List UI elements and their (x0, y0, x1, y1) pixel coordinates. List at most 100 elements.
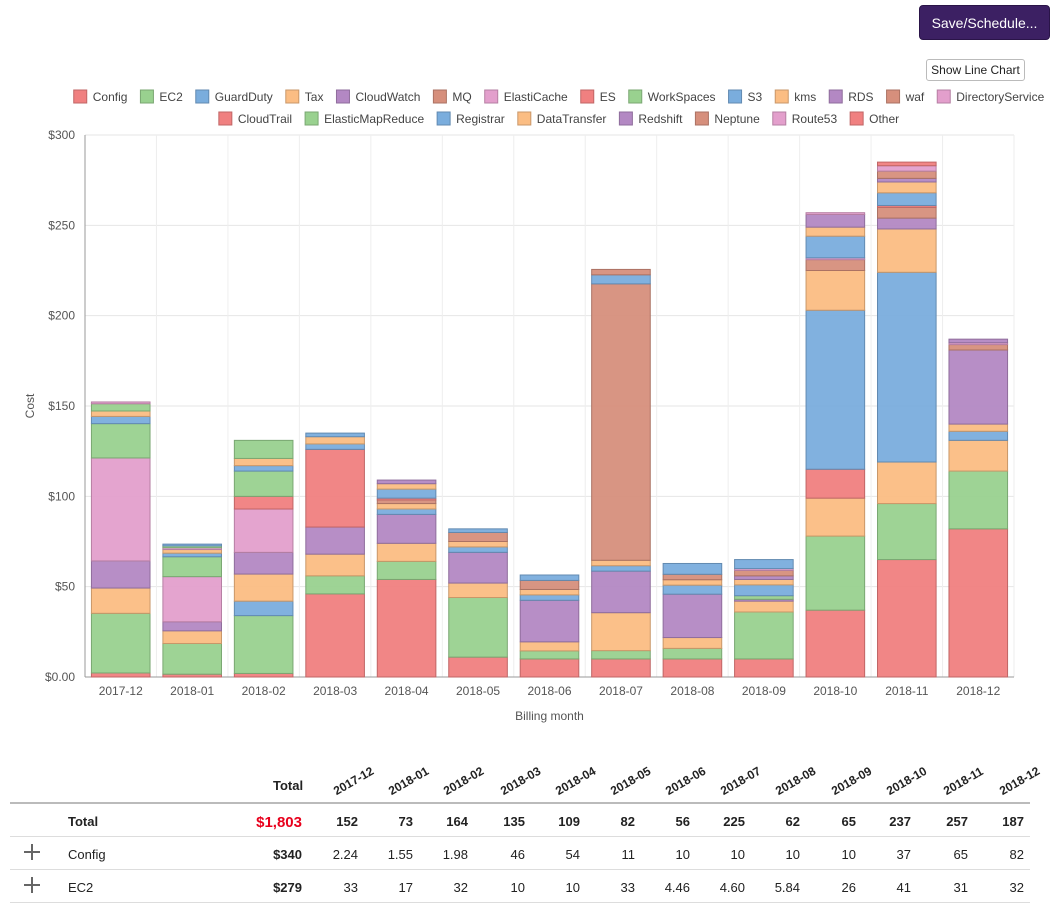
bar-segment-config-2017-12 (90, 672, 151, 678)
row-total: $279 (273, 880, 302, 895)
bar-segment-config-2018-09 (734, 658, 794, 678)
bar-segment-tax-2018-01 (162, 630, 222, 644)
legend-label-kms[interactable]: kms (794, 90, 816, 104)
legend-label-elasticmapreduce[interactable]: ElasticMapReduce (324, 112, 424, 126)
table-cell: 10 (675, 847, 690, 862)
bar-segment-workspaces-2018-01 (162, 556, 222, 578)
month-column-header: 2018-09 (829, 763, 875, 798)
legend-label-rds[interactable]: RDS (848, 90, 873, 104)
month-column-header: 2018-04 (553, 763, 599, 798)
bar-segment-registrar-2018-11 (877, 192, 937, 206)
bar-segment-tax-2018-02 (233, 573, 294, 602)
bar-segment-ec2-2018-12 (948, 470, 1009, 530)
legend-label-route53[interactable]: Route53 (792, 112, 838, 126)
bar-segment-cloudwatch-2018-07 (591, 570, 651, 614)
bar-segment-es-2018-02 (233, 495, 294, 510)
bar-segment-elasticache-2017-12 (90, 457, 151, 562)
table-cell: 109 (558, 814, 580, 829)
bar-segment-config-2018-05 (448, 656, 508, 678)
bar-segment-kms-2018-09 (734, 578, 794, 586)
bar-segment-cloudwatch-2018-08 (662, 593, 723, 639)
bar-segment-kms-2018-04 (376, 503, 437, 510)
row-name: Config (68, 847, 106, 862)
legend-label-waf[interactable]: waf (905, 90, 925, 104)
bar-segment-config-2018-12 (948, 528, 1009, 678)
bar-segment-registrar-2018-03 (305, 432, 365, 438)
x-tick-label: 2018-11 (885, 684, 928, 698)
legend-label-redshift[interactable]: Redshift (638, 112, 683, 126)
bar-segment-config-2018-06 (519, 658, 580, 678)
legend-swatch-elasticache (484, 89, 499, 104)
bar-segment-ec2-2018-11 (877, 503, 937, 561)
show-line-chart-button[interactable]: Show Line Chart (926, 59, 1025, 81)
bar-segment-s3-2017-12 (90, 415, 151, 425)
table-cell: 152 (336, 814, 358, 829)
table-cell: 2.24 (332, 847, 358, 862)
table-cell: 10 (785, 847, 800, 862)
bar-segment-redshift-2018-10 (805, 213, 866, 228)
legend-label-cloudtrail[interactable]: CloudTrail (238, 112, 292, 126)
table-cell: 10 (730, 847, 745, 862)
legend-label-mq[interactable]: MQ (452, 90, 471, 104)
legend-label-workspaces[interactable]: WorkSpaces (648, 90, 716, 104)
legend-label-ec2[interactable]: EC2 (159, 90, 183, 104)
bar-segment-ec2-2018-10 (805, 535, 866, 611)
legend-label-other[interactable]: Other (869, 112, 899, 126)
legend-label-registrar[interactable]: Registrar (456, 112, 505, 126)
legend-swatch-workspaces (628, 89, 643, 104)
bar-segment-config-2018-02 (233, 672, 294, 678)
bar-segment-s3-2018-05 (448, 546, 508, 553)
table-cell: 164 (446, 814, 468, 829)
bar-segment-s3-2018-03 (305, 443, 365, 450)
bar-segment-s3-2018-02 (233, 465, 294, 472)
bar-segment-s3-2018-12 (948, 430, 1009, 441)
bar-segment-cloudwatch-2018-05 (448, 551, 508, 584)
bar-segment-route53-2018-11 (877, 165, 937, 172)
legend-label-neptune[interactable]: Neptune (714, 112, 760, 126)
x-tick-label: 2018-05 (456, 684, 500, 698)
bar-segment-config-2018-04 (376, 578, 437, 678)
bar-segment-kms-2018-11 (877, 228, 937, 273)
bar-segment-cloudwatch-2018-02 (233, 551, 294, 575)
x-axis-label: Billing month (515, 709, 584, 723)
table-cell: 54 (565, 847, 580, 862)
month-column-header: 2018-03 (498, 763, 544, 798)
expand-row-icon[interactable] (23, 876, 41, 894)
bar-segment-tax-2018-08 (662, 637, 723, 649)
bar-segment-s3-2018-09 (734, 584, 794, 597)
legend-label-directoryservice[interactable]: DirectoryService (956, 90, 1044, 104)
table-cell: 32 (1009, 880, 1024, 895)
bar-segment-tax-2018-04 (376, 542, 437, 562)
legend-label-guardduty[interactable]: GuardDuty (215, 90, 273, 104)
bar-segment-ec2-2018-08 (662, 647, 723, 660)
legend-label-tax[interactable]: Tax (305, 90, 324, 104)
expand-row-icon[interactable] (23, 843, 41, 861)
bar-segment-route53-2017-12 (90, 401, 151, 405)
legend-swatch-cloudtrail (218, 111, 233, 126)
legend-label-cloudwatch[interactable]: CloudWatch (355, 90, 420, 104)
bar-segment-waf-2018-11 (877, 206, 937, 219)
month-column-header: 2018-08 (773, 763, 819, 798)
row-divider (10, 869, 1030, 870)
bar-segment-s3-2018-10 (805, 309, 866, 470)
y-axis-label: Cost (23, 393, 37, 418)
x-tick-label: 2018-09 (742, 684, 786, 698)
bar-segment-kms-2018-12 (948, 423, 1009, 432)
legend-label-es[interactable]: ES (600, 90, 616, 104)
bar-segment-neptune-2018-07 (591, 268, 651, 276)
bar-segment-ec2-2018-05 (448, 597, 508, 658)
legend-label-s3[interactable]: S3 (748, 90, 763, 104)
x-tick-label: 2017-12 (99, 684, 143, 698)
table-cell: 11 (621, 847, 636, 862)
save-schedule-button[interactable]: Save/Schedule... (919, 5, 1050, 40)
legend-label-datatransfer[interactable]: DataTransfer (537, 112, 607, 126)
bar-segment-tax-2018-03 (305, 553, 365, 577)
legend-swatch-registrar (436, 111, 451, 126)
table-cell: 10 (565, 880, 580, 895)
legend-label-config[interactable]: Config (93, 90, 128, 104)
bar-segment-tax-2018-09 (734, 600, 794, 613)
bar-segment-cloudwatch-2018-06 (519, 599, 580, 643)
legend-swatch-tax (285, 89, 300, 104)
bar-segment-registrar-2018-07 (591, 274, 651, 285)
legend-label-elasticache[interactable]: ElastiCache (504, 90, 568, 104)
